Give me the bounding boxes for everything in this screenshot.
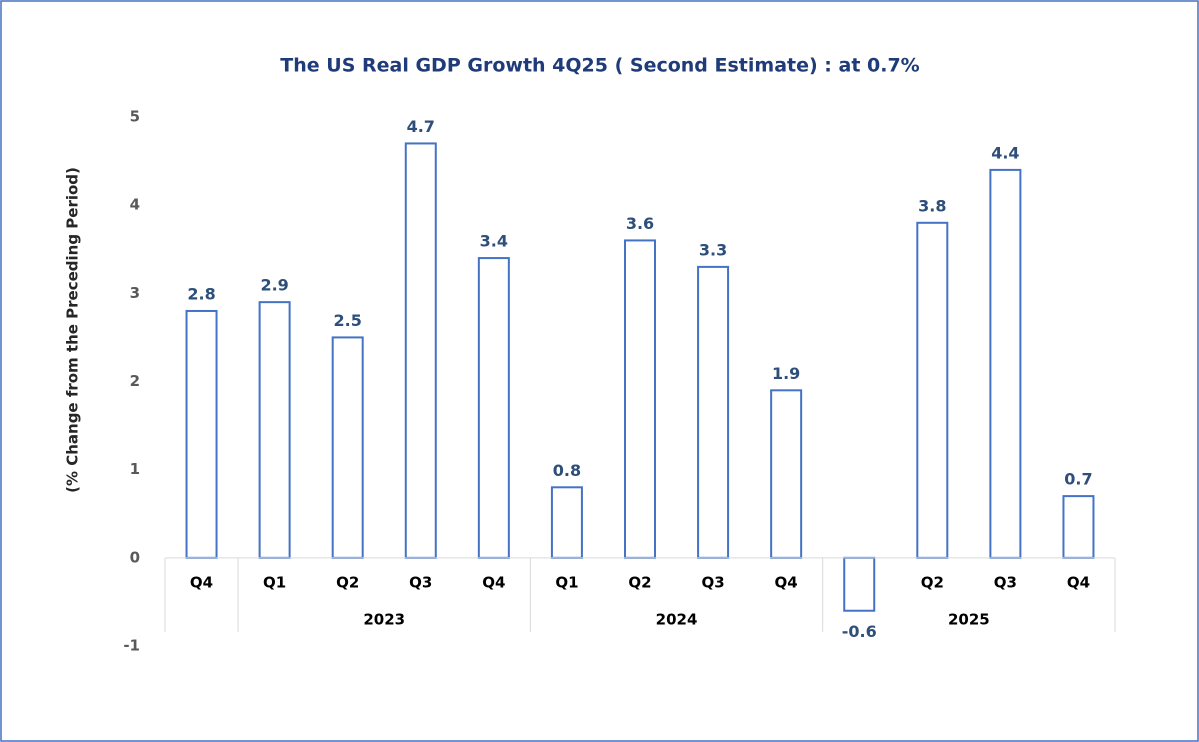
bar [989,168,1022,559]
chart-title: The US Real GDP Growth 4Q25 ( Second Est… [280,55,919,77]
x-tick-label: Q2 [628,573,651,591]
data-label: 1.9 [772,364,800,383]
data-label: 2.9 [260,276,288,295]
data-label: 4.4 [991,143,1019,162]
bar [477,257,510,559]
data-label: 3.4 [480,232,508,251]
data-label: -0.6 [842,622,877,641]
bar [697,265,730,559]
x-tick-label: Q3 [409,573,432,591]
data-label: 2.5 [334,311,362,330]
data-label: 3.3 [699,240,727,259]
x-tick-label: Q3 [994,573,1017,591]
x-tick-label: Q4 [190,573,213,591]
x-tick-label: Q4 [775,573,798,591]
x-group-label: 2023 [363,610,405,628]
x-group-label: 2024 [656,610,698,628]
bar [258,301,291,559]
y-tick-label: 3 [130,284,140,302]
data-label: 3.6 [626,214,654,233]
x-tick-label: Q3 [701,573,724,591]
x-group-label: 2025 [948,610,990,628]
bar [550,486,583,559]
data-label: 0.7 [1064,470,1092,489]
y-tick-label: 5 [130,108,140,126]
data-label: 0.8 [553,461,581,480]
y-axis-label: (% Change from the Preceding Period) [64,167,82,493]
data-label: 4.7 [407,117,435,136]
bar [843,556,876,612]
bar [331,336,364,559]
y-tick-label: -1 [123,637,140,655]
data-label: 2.8 [187,284,215,303]
bar [185,309,218,559]
x-tick-label: Q4 [482,573,505,591]
y-tick-label: 0 [130,548,140,566]
bar [1062,495,1095,559]
x-tick-label: Q4 [1067,573,1090,591]
bar [770,389,803,559]
y-tick-label: 1 [130,460,140,478]
bar [916,221,949,559]
x-tick-label: Q1 [555,573,578,591]
y-tick-label: 4 [130,196,140,214]
data-label: 3.8 [918,196,946,215]
x-tick-label: Q2 [921,573,944,591]
x-tick-label: Q1 [263,573,286,591]
x-tick-label: Q2 [336,573,359,591]
y-tick-label: 2 [130,372,140,390]
bar [404,142,437,559]
bar [624,239,656,559]
